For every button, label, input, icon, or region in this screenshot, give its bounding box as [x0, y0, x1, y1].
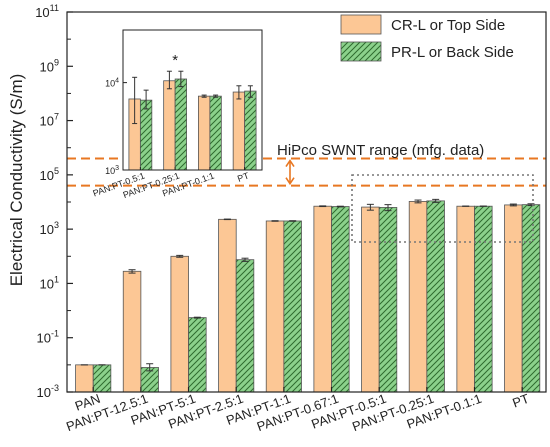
- inset-frame: [122, 29, 263, 171]
- inset-bar-back-0: [139, 99, 153, 171]
- main-errorbar-0-4: [271, 220, 279, 222]
- main-errorbar-1-2: [193, 316, 201, 319]
- main-errorbar-1-1: [146, 363, 154, 372]
- inset-errorbar-1-2: [213, 94, 219, 98]
- main-bar-back-6: [378, 207, 398, 393]
- inset-x-tick-label-3: PT: [236, 170, 251, 184]
- inset-bar-back-1: [174, 78, 187, 171]
- highlight-box: [351, 174, 534, 243]
- main-errorbar-0-1: [128, 269, 136, 274]
- main-bar-back-0: [92, 364, 112, 393]
- legend-swatch-top: [340, 14, 382, 35]
- main-errorbar-1-4: [289, 220, 297, 222]
- inset-errorbar-1-3: [247, 85, 253, 98]
- inset-y-tick-label-0: 103: [105, 165, 119, 176]
- hipco-arrow-head-down: [285, 177, 295, 186]
- inset-bar-back-3: [244, 90, 257, 171]
- main-errorbar-1-6: [384, 204, 392, 212]
- y-tick-label-4: 105: [40, 166, 59, 183]
- main-bar-top-8: [456, 205, 475, 393]
- main-bar-top-6: [361, 206, 380, 393]
- y-tick-label-6: 109: [40, 57, 59, 74]
- main-bar-back-8: [474, 205, 493, 393]
- main-bar-back-9: [521, 204, 541, 393]
- y-tick-label-7: 1011: [35, 3, 59, 20]
- main-bar-back-3: [235, 259, 255, 393]
- inset-errorbar-1-1: [178, 70, 184, 88]
- inset-bar-top-3: [232, 91, 246, 171]
- main-errorbar-1-5: [336, 205, 344, 208]
- inset-errorbar-0-2: [201, 94, 207, 98]
- inset-errorbar-0-1: [166, 70, 172, 90]
- inset-bar-top-1: [163, 80, 176, 171]
- main-bar-top-5: [313, 205, 332, 393]
- main-errorbar-0-3: [223, 218, 231, 221]
- main-bar-top-0: [75, 364, 94, 393]
- y-tick-label-3: 103: [40, 220, 59, 237]
- inset-errorbar-0-3: [236, 85, 242, 100]
- main-bar-back-5: [331, 206, 350, 393]
- y-tick-label-5: 107: [40, 112, 59, 129]
- inset-bar-back-2: [209, 95, 222, 171]
- y-tick-label-0: 10-3: [37, 383, 59, 400]
- inset-errorbar-0-0: [132, 76, 138, 125]
- main-errorbar-0-2: [176, 254, 184, 258]
- main-bar-back-4: [283, 220, 302, 393]
- main-errorbar-0-5: [319, 205, 327, 208]
- main-errorbar-0-7: [414, 199, 422, 204]
- main-errorbar-1-3: [241, 257, 249, 262]
- main-errorbar-1-7: [432, 198, 440, 203]
- legend: CR-L or Top Side PR-L or Back Side: [340, 14, 514, 62]
- main-bar-top-2: [170, 255, 189, 393]
- main-errorbar-0-9: [509, 203, 517, 207]
- y-axis-label: Electrical Conductivity (S/m): [7, 74, 26, 287]
- legend-swatch-back: [340, 41, 382, 62]
- main-bar-top-1: [122, 270, 142, 393]
- y-tick-label-2: 101: [40, 274, 59, 291]
- main-bar-top-3: [218, 218, 237, 393]
- significance-marker: *: [172, 52, 178, 69]
- main-bar-back-2: [188, 317, 207, 393]
- x-tick-label-9: PT: [510, 391, 531, 411]
- main-bar-back-7: [426, 200, 445, 393]
- hipco-annotation: HiPco SWNT range (mfg. data): [277, 142, 484, 159]
- inset-y-tick-label-1: 104: [105, 78, 119, 89]
- main-bar-top-4: [265, 220, 285, 393]
- hipco-arrow-head-up: [285, 159, 295, 167]
- inset-errorbar-1-0: [143, 89, 149, 110]
- y-tick-label-1: 10-1: [37, 329, 59, 346]
- main-bar-top-7: [408, 201, 428, 393]
- inset-bar-top-2: [198, 95, 211, 171]
- main-errorbar-0-6: [366, 203, 374, 211]
- main-bar-top-9: [504, 204, 523, 393]
- legend-label-back: PR-L or Back Side: [391, 44, 514, 61]
- legend-label-top: CR-L or Top Side: [391, 17, 505, 34]
